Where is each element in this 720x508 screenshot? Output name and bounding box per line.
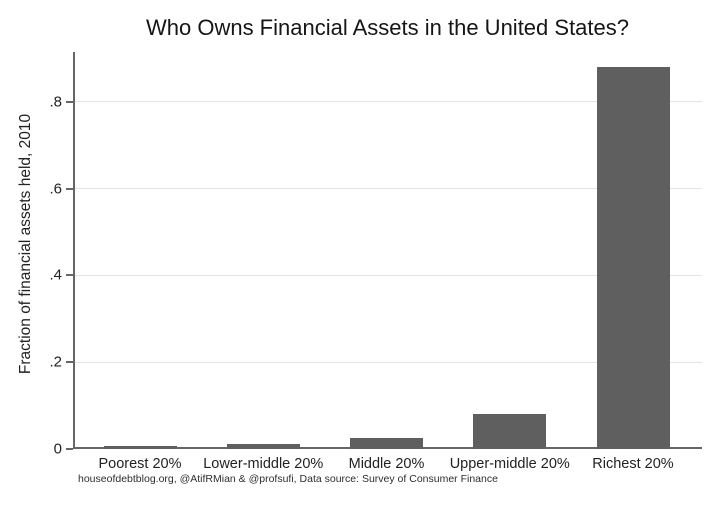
bar-lower-middle-20- bbox=[226, 444, 300, 449]
x-tick-label: Upper-middle 20% bbox=[449, 456, 570, 472]
y-tick-mark bbox=[66, 448, 73, 450]
y-tick-label: .4 bbox=[49, 266, 62, 284]
bar-middle-20- bbox=[350, 437, 423, 449]
y-tick-mark bbox=[66, 361, 73, 364]
y-tick-label: .2 bbox=[49, 353, 62, 371]
y-tick-label: 0 bbox=[53, 440, 62, 458]
y-axis-title: Fraction of financial assets held, 2010 bbox=[17, 113, 34, 375]
y-tick-mark bbox=[66, 100, 73, 103]
plot-area bbox=[73, 52, 702, 449]
y-tick-label: .8 bbox=[49, 93, 62, 111]
bar-upper-middle-20- bbox=[473, 413, 547, 449]
x-tick-label: Middle 20% bbox=[348, 456, 425, 472]
y-axis-line bbox=[73, 52, 75, 449]
y-gridline bbox=[75, 188, 702, 190]
y-tick-mark bbox=[66, 274, 73, 277]
bar-poorest-20- bbox=[103, 446, 177, 449]
x-tick-label: Lower-middle 20% bbox=[203, 456, 324, 472]
x-tick-label: Poorest 20% bbox=[98, 456, 182, 472]
y-gridline bbox=[75, 361, 702, 363]
y-tick-label: .6 bbox=[49, 180, 62, 198]
y-tick-mark bbox=[66, 187, 73, 190]
y-gridline bbox=[75, 274, 702, 276]
source-note: houseofdebtblog.org, @AtifRMian & @profs… bbox=[78, 473, 498, 485]
chart-title: Who Owns Financial Assets in the United … bbox=[145, 15, 629, 40]
x-tick-label: Richest 20% bbox=[592, 456, 674, 472]
bar-richest-20- bbox=[596, 66, 670, 449]
y-gridline bbox=[75, 101, 702, 103]
